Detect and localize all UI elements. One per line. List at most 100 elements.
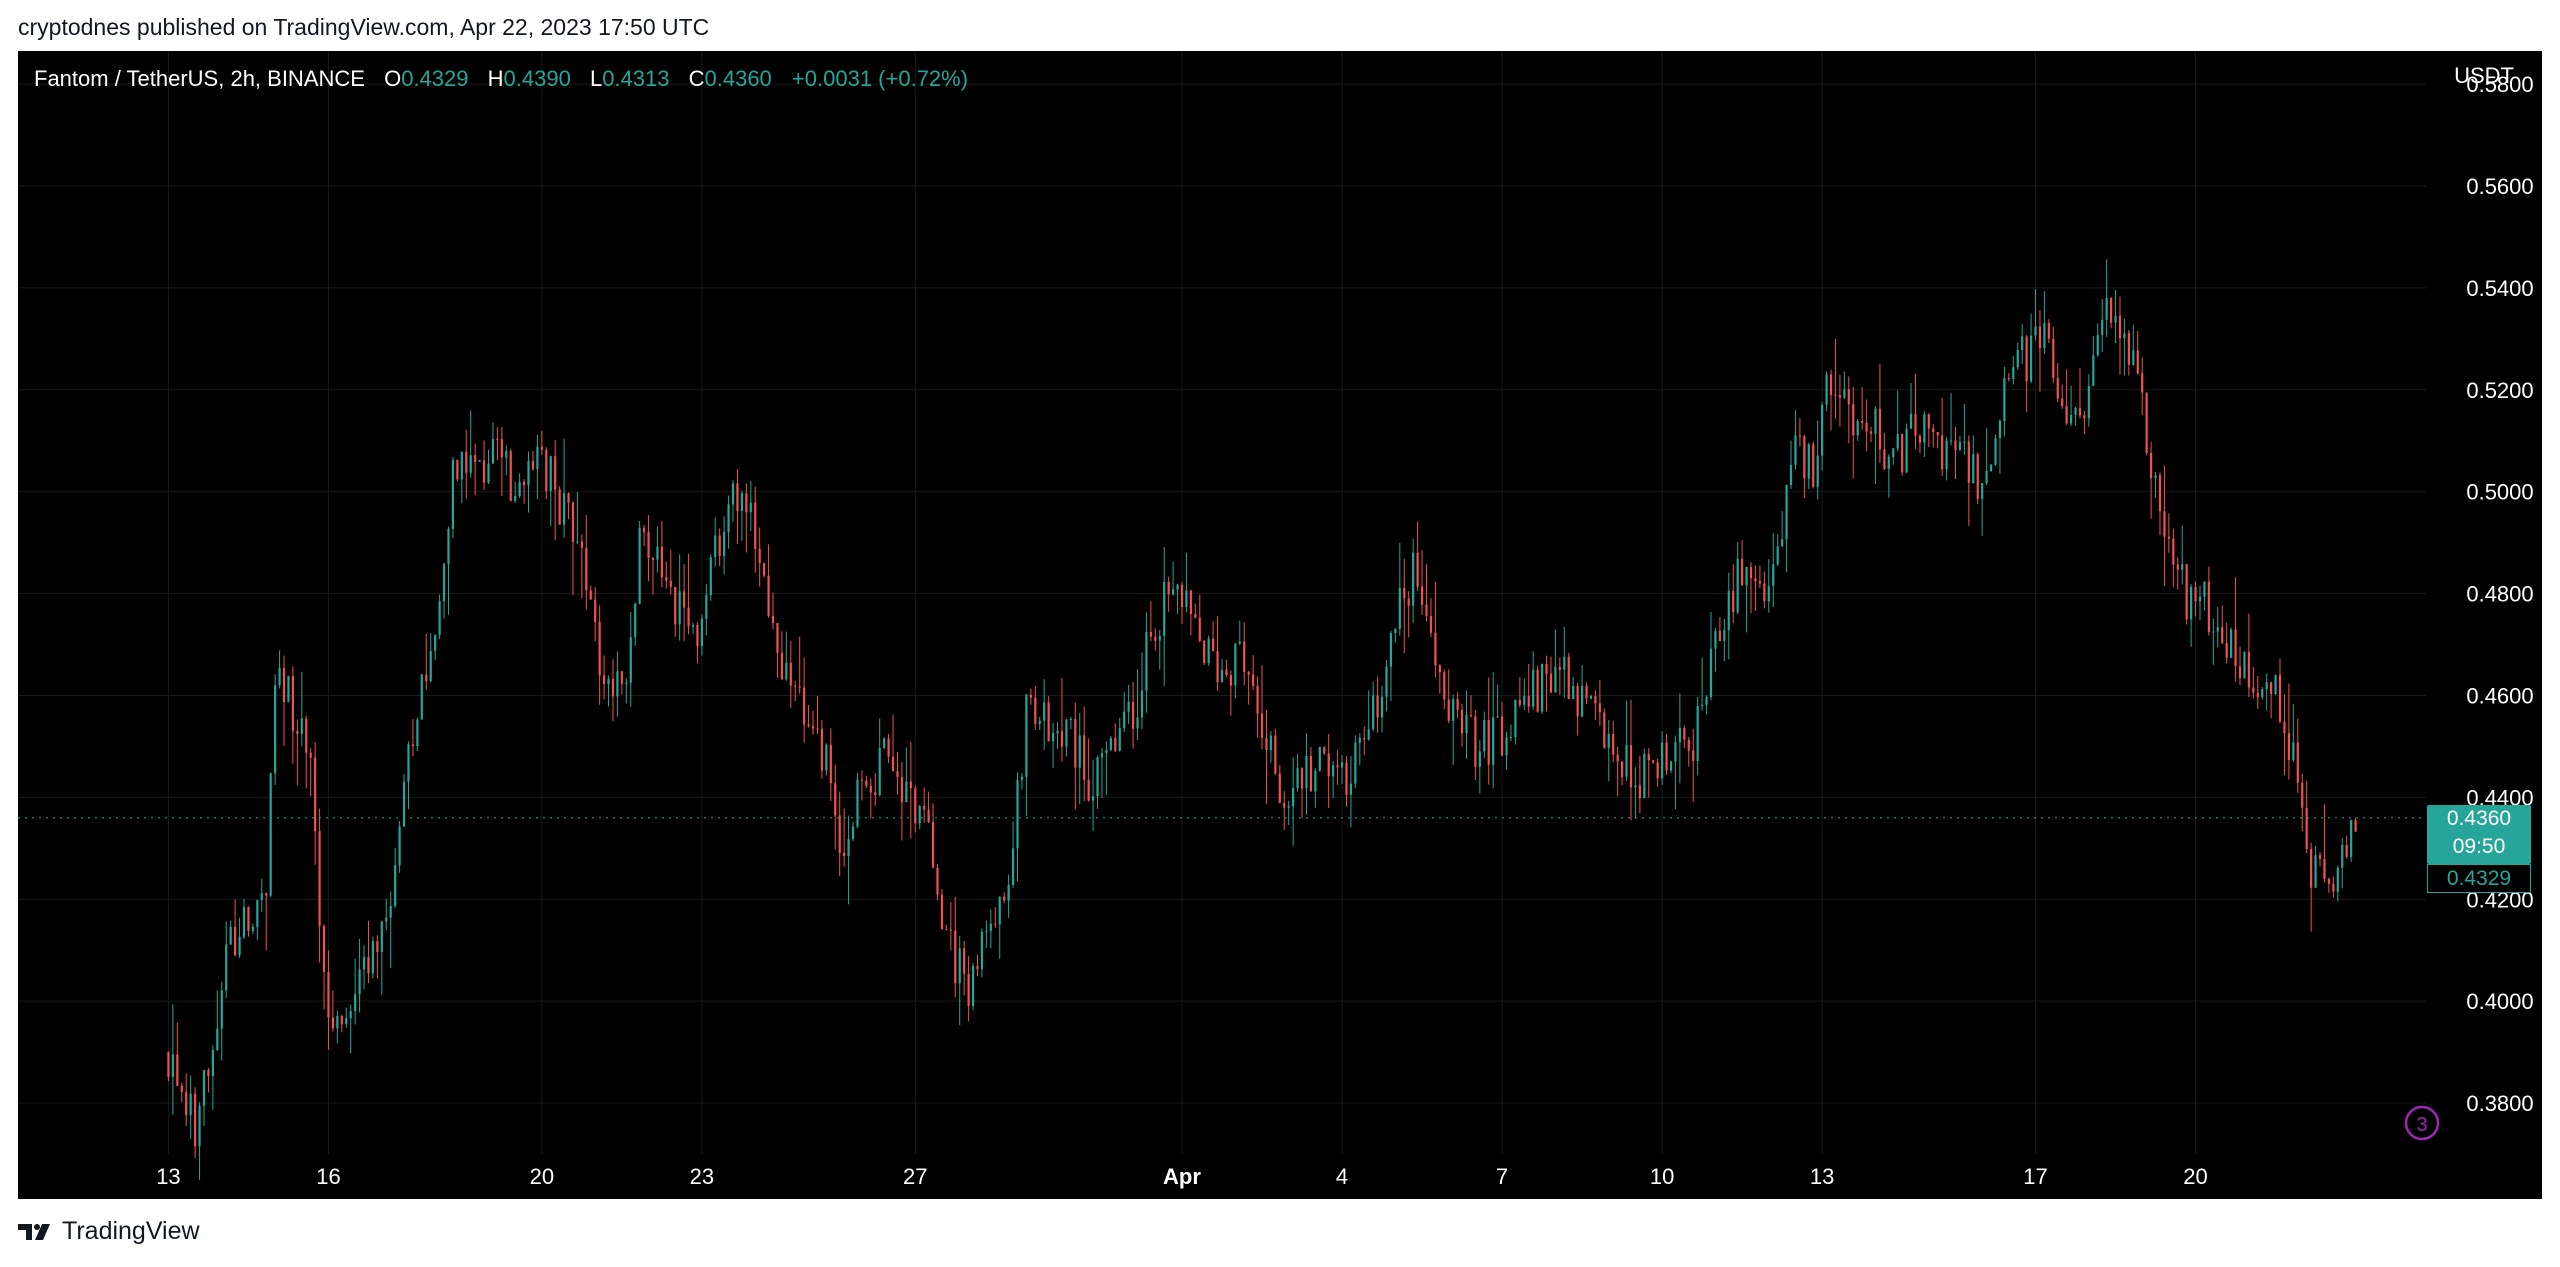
candle-body [1492, 717, 1495, 765]
candle-body [602, 675, 606, 685]
candle [1741, 540, 1744, 586]
candle [1949, 393, 1953, 446]
candle-body [2207, 581, 2210, 633]
candle [522, 479, 526, 504]
candle [1496, 684, 1499, 718]
candle [954, 896, 957, 998]
candle [340, 1014, 343, 1033]
currency-label[interactable]: USDT [2454, 63, 2514, 88]
candle [865, 775, 868, 789]
candle-body [1065, 719, 1068, 747]
time-axis[interactable]: 13 16 20 23 27 Apr 4 7 10 13 17 20 [156, 1164, 2208, 1189]
candle-body [1514, 699, 1517, 737]
candle [420, 673, 423, 720]
candle [1798, 417, 1802, 447]
candle [447, 526, 450, 615]
candlestick-chart[interactable]: 0.5800 0.5600 0.5400 0.5200 0.5000 0.4800 0.46… [18, 51, 2542, 1199]
candle [2083, 410, 2086, 435]
candle-body [2061, 398, 2064, 407]
candle [2354, 817, 2357, 832]
candle-body [171, 1054, 174, 1077]
candle-body [1358, 737, 1361, 743]
candle-body [878, 748, 881, 795]
candle [1918, 434, 1922, 454]
candle-body [300, 718, 303, 734]
candle-body [1941, 435, 1944, 470]
candle [2096, 323, 2099, 357]
candle [1785, 484, 1788, 573]
candle-body [2083, 415, 2086, 419]
candle-body [1905, 428, 1908, 473]
candle [1834, 338, 1837, 419]
low-value: 0.4313 [602, 66, 670, 91]
symbol-title[interactable]: Fantom / TetherUS, 2h, BINANCE [34, 66, 365, 91]
candle [189, 1075, 192, 1139]
chart-panel[interactable]: 0.5800 0.5600 0.5400 0.5200 0.5000 0.4800 0.46… [18, 51, 2542, 1199]
candle-body [2194, 586, 2197, 602]
candle-body [322, 925, 326, 973]
time-tick-label: 20 [530, 1164, 554, 1189]
candle-body [1158, 635, 1161, 641]
candle-body [629, 637, 632, 683]
candle [220, 981, 223, 1061]
candle [638, 520, 641, 605]
candle-body [1443, 672, 1446, 700]
candle-body [2029, 335, 2033, 382]
candle-body [1985, 471, 1988, 484]
candle-body [736, 483, 739, 511]
candle-body [949, 929, 952, 931]
candle-body [749, 502, 752, 513]
candle-body [616, 671, 619, 697]
candle [1278, 765, 1281, 804]
candle-body [1274, 735, 1277, 774]
candle-body [1754, 578, 1757, 582]
candle-body [900, 776, 904, 803]
candle-body [2341, 845, 2344, 868]
candle-body [1647, 753, 1650, 761]
candle [1745, 566, 1748, 633]
candle [611, 659, 615, 722]
candle-body [234, 926, 237, 956]
candle-body [2230, 629, 2233, 658]
candle [2256, 675, 2259, 709]
candle-body [705, 595, 708, 619]
candle [376, 935, 379, 979]
candle [1687, 736, 1690, 767]
candle-body [1323, 746, 1326, 754]
candle-body [469, 455, 472, 473]
candle-body [1709, 648, 1713, 698]
candle-body [2216, 627, 2219, 632]
candle [2194, 581, 2197, 617]
candle [936, 864, 939, 901]
candle [1727, 572, 1730, 660]
compare-indicator-icon[interactable]: 3 [2404, 1105, 2440, 1141]
tradingview-logo[interactable]: TradingView [18, 1217, 200, 1246]
price-tick-label: 0.5800 [2466, 72, 2533, 97]
candle [2185, 564, 2188, 625]
candle [2283, 694, 2286, 776]
candle-body [282, 667, 286, 702]
candle [389, 891, 392, 969]
high-label: H [487, 66, 504, 91]
candle [1647, 748, 1650, 798]
candle [1460, 703, 1464, 747]
candle-body [1758, 581, 1761, 584]
candle [1616, 746, 1619, 797]
candle [274, 674, 277, 785]
candle [287, 675, 290, 703]
candle [1247, 671, 1250, 705]
candle-body [789, 662, 792, 686]
candle-body [1380, 696, 1384, 718]
price-axis[interactable]: 0.5800 0.5600 0.5400 0.5200 0.5000 0.4800 0.46… [2466, 72, 2533, 1116]
candle [1114, 723, 1117, 753]
candle [1127, 684, 1130, 724]
candle [562, 438, 566, 538]
candle-body [1874, 408, 1877, 434]
candle-body [1007, 885, 1010, 901]
candle [1967, 435, 1970, 526]
candle [887, 733, 890, 764]
candle-body [2056, 378, 2059, 399]
candle [1500, 702, 1504, 757]
candle [2109, 297, 2113, 329]
candle-body [2074, 407, 2077, 415]
